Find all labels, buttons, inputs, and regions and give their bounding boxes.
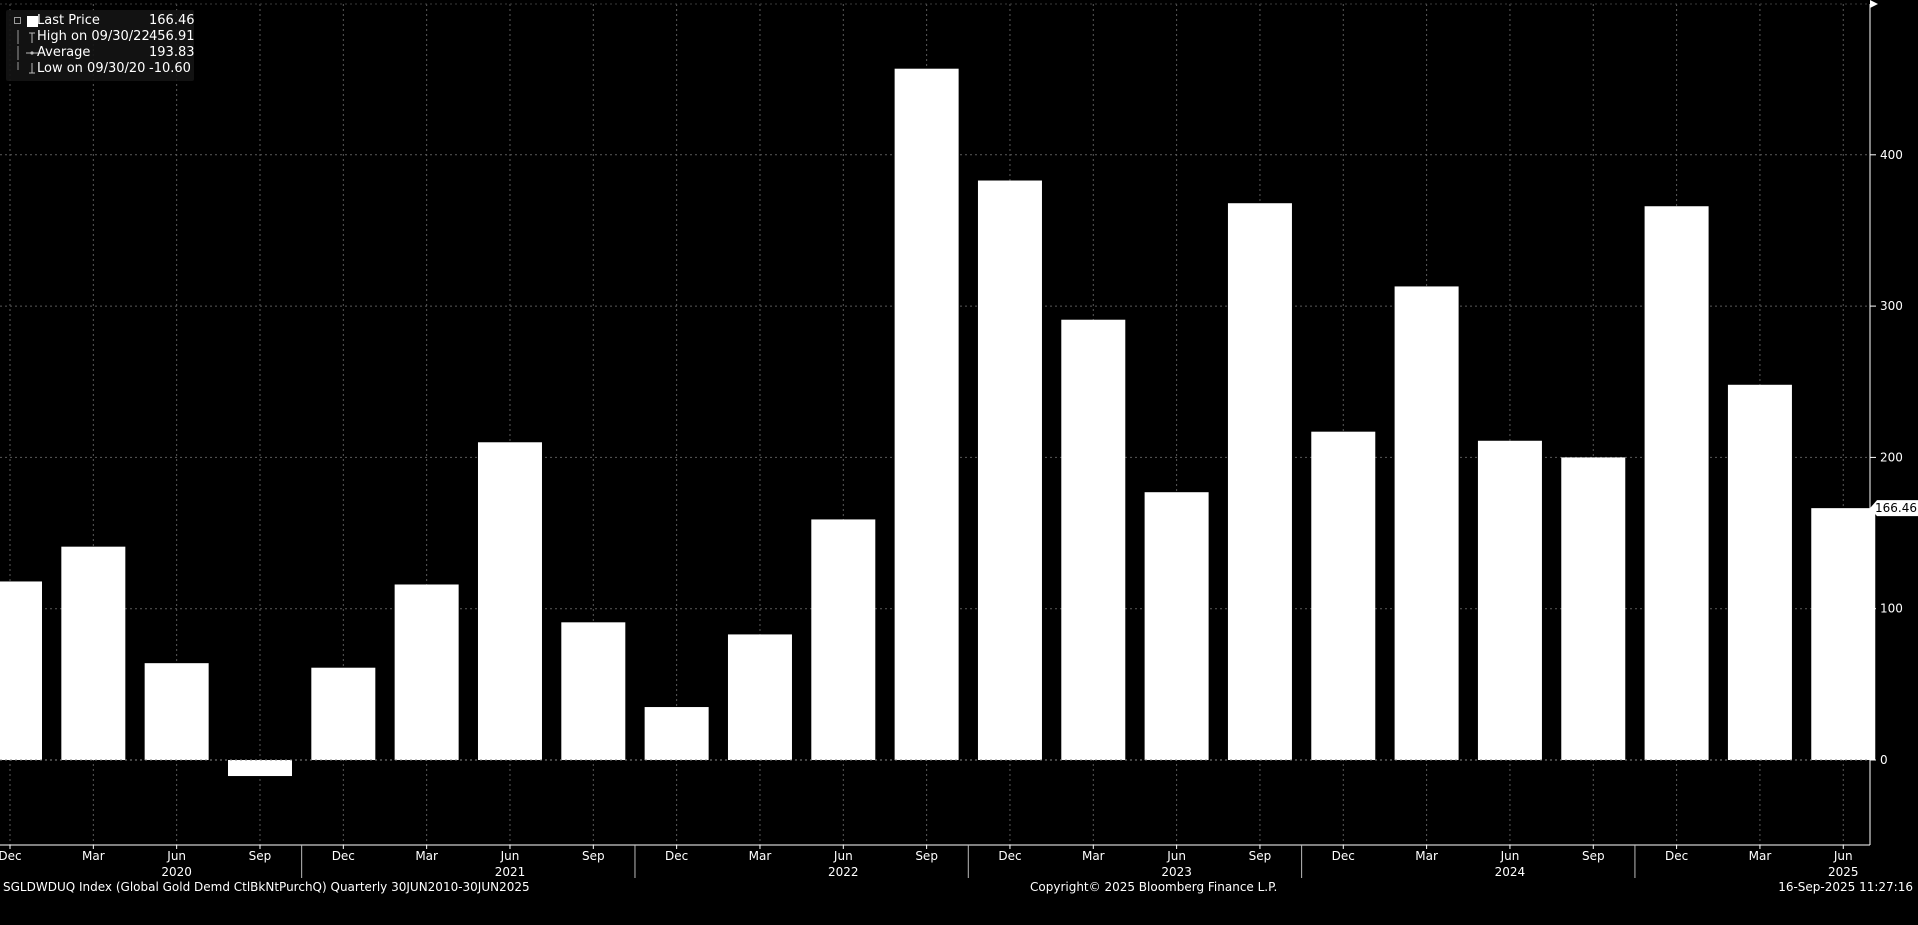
bar[interactable] (394, 584, 459, 760)
legend-box: Last Price 166.46 High on 09/30/22 456.9… (6, 10, 195, 81)
y-tick-label: 0 (1880, 753, 1888, 767)
x-tick-label: Jun (166, 849, 186, 863)
legend-item-high[interactable]: High on 09/30/22 456.91 (6, 29, 195, 45)
x-tick-label: Sep (582, 849, 605, 863)
bar[interactable] (311, 667, 376, 760)
x-tick-label: Dec (998, 849, 1021, 863)
x-tick-label: Jun (833, 849, 853, 863)
last-price-label: 166.46 (1875, 501, 1917, 515)
bar[interactable] (61, 546, 126, 760)
x-tick-label: Dec (0, 849, 22, 863)
low-marker-icon (10, 62, 38, 76)
legend-value: 166.46 (149, 13, 195, 28)
x-tick-label: Mar (415, 849, 438, 863)
legend-value: 193.83 (149, 45, 195, 60)
bar[interactable] (1561, 457, 1626, 760)
bar[interactable] (1644, 206, 1709, 760)
bar[interactable] (894, 68, 959, 760)
y-tick-label: 200 (1880, 450, 1903, 464)
bar[interactable] (727, 634, 792, 760)
year-label: 2021 (495, 865, 526, 879)
y-tick-label: 300 (1880, 299, 1903, 313)
bar[interactable] (144, 663, 209, 760)
bar[interactable] (644, 707, 709, 760)
bar[interactable] (1811, 508, 1876, 760)
x-tick-label: Sep (1582, 849, 1605, 863)
x-tick-label: Jun (1833, 849, 1853, 863)
bar[interactable] (1477, 440, 1542, 760)
legend-label: Average (37, 45, 91, 60)
bar[interactable] (811, 519, 876, 760)
legend-label: Low on 09/30/20 (37, 61, 146, 76)
bar[interactable] (1311, 431, 1376, 760)
legend-label: High on 09/30/22 (37, 29, 150, 44)
footer-copyright: Copyright© 2025 Bloomberg Finance L.P. (1030, 880, 1278, 894)
arrow-icon (1870, 0, 1878, 8)
y-tick-label: 100 (1880, 602, 1903, 616)
x-tick-label: Jun (500, 849, 520, 863)
legend-item-low[interactable]: Low on 09/30/20 -10.60 (6, 61, 194, 77)
bar[interactable] (477, 442, 542, 760)
legend-value: -10.60 (149, 61, 191, 76)
y-tick-label: 400 (1880, 148, 1903, 162)
legend-label: Last Price (37, 13, 100, 28)
x-tick-label: Dec (665, 849, 688, 863)
bar[interactable] (1227, 203, 1292, 760)
average-marker-icon (10, 46, 38, 60)
legend-item-last-price[interactable]: Last Price 166.46 (6, 13, 195, 29)
year-label: 2024 (1495, 865, 1526, 879)
year-label: 2020 (161, 865, 192, 879)
x-tick-label: Mar (1749, 849, 1772, 863)
x-tick-label: Dec (1332, 849, 1355, 863)
x-tick-label: Jun (1500, 849, 1520, 863)
footer-timestamp: 16-Sep-2025 11:27:16 (1778, 880, 1913, 894)
x-tick-label: Sep (249, 849, 272, 863)
square-icon (10, 14, 38, 28)
year-label: 2022 (828, 865, 859, 879)
legend-item-average[interactable]: Average 193.83 (6, 45, 195, 61)
bar[interactable] (227, 760, 292, 777)
year-label: 2023 (1161, 865, 1192, 879)
bar[interactable] (1394, 286, 1459, 760)
year-label: 2025 (1828, 865, 1859, 879)
x-tick-label: Sep (915, 849, 938, 863)
x-tick-label: Dec (332, 849, 355, 863)
bar[interactable] (977, 180, 1042, 760)
bar[interactable] (561, 622, 626, 760)
x-tick-label: Mar (749, 849, 772, 863)
bar[interactable] (1061, 319, 1126, 760)
bar[interactable] (0, 581, 42, 760)
bar[interactable] (1727, 384, 1792, 760)
x-tick-label: Dec (1665, 849, 1688, 863)
bar[interactable] (1144, 492, 1209, 760)
x-tick-label: Mar (1415, 849, 1438, 863)
footer-index-description: SGLDWDUQ Index (Global Gold Demd CtlBkNt… (3, 880, 530, 894)
x-tick-label: Mar (82, 849, 105, 863)
legend-value: 456.91 (149, 29, 195, 44)
high-marker-icon (10, 30, 38, 44)
x-tick-label: Mar (1082, 849, 1105, 863)
x-tick-label: Sep (1249, 849, 1272, 863)
last-price-marker (1870, 500, 1918, 517)
x-tick-label: Jun (1166, 849, 1186, 863)
